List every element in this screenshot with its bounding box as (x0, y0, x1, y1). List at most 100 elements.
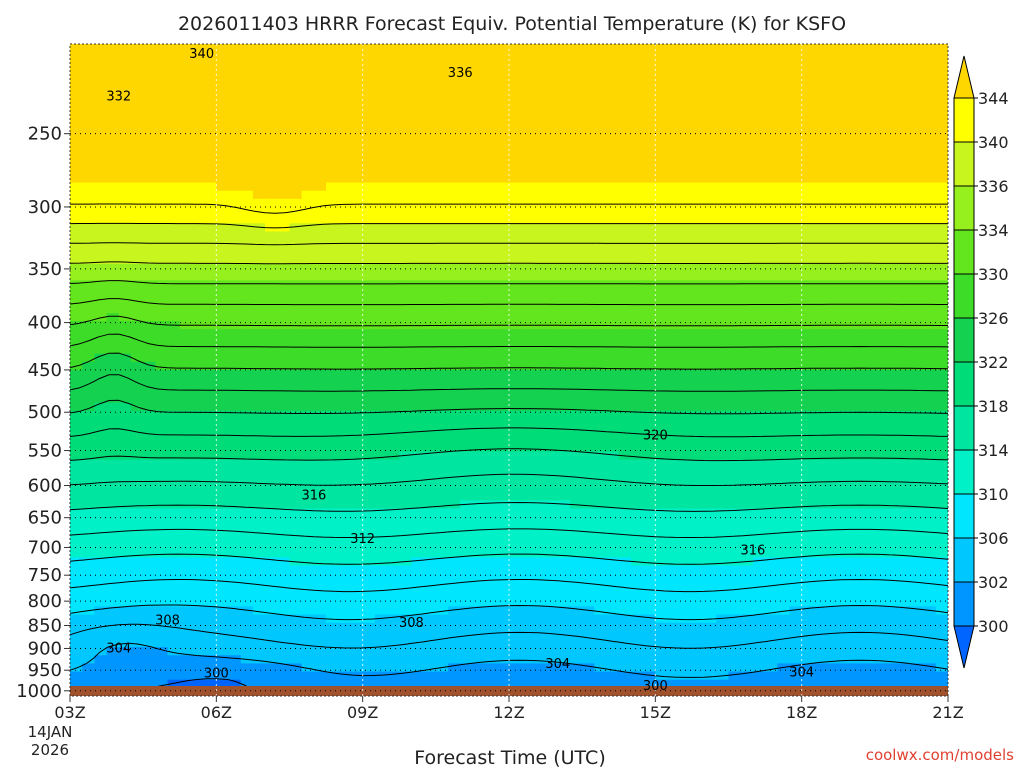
band-cell (545, 573, 559, 583)
band-cell (521, 149, 534, 159)
band-cell (252, 671, 266, 681)
band-cell (509, 443, 522, 453)
band-cell (167, 329, 181, 338)
band-cell (643, 573, 656, 583)
band-cell (191, 101, 205, 110)
band-cell (399, 133, 413, 143)
band-cell (106, 524, 120, 534)
band-cell (423, 158, 437, 167)
band-cell (801, 198, 815, 208)
band-cell (387, 68, 400, 78)
band-cell (826, 182, 839, 192)
band-cell (679, 443, 693, 453)
band-cell (460, 533, 474, 542)
band-cell (557, 52, 571, 61)
band-cell (521, 622, 534, 632)
band-cell (704, 84, 717, 94)
band-cell (533, 60, 547, 70)
band-cell (130, 581, 144, 591)
band-cell (521, 304, 534, 314)
band-cell (667, 557, 681, 567)
band-cell (765, 44, 778, 53)
band-cell (618, 459, 632, 469)
band-cell (557, 117, 571, 127)
band-cell (252, 182, 266, 192)
band-cell (399, 671, 413, 681)
band-cell (496, 92, 510, 102)
band-cell (423, 598, 437, 607)
band-cell (655, 345, 669, 355)
band-cell (216, 312, 230, 322)
band-cell (70, 321, 83, 330)
band-cell (630, 500, 644, 510)
band-cell (106, 475, 120, 485)
band-cell (313, 565, 327, 575)
band-cell (740, 459, 754, 469)
band-cell (716, 76, 730, 86)
band-cell (460, 141, 474, 151)
band-cell (728, 492, 742, 501)
band-cell (350, 52, 364, 61)
band-cell (387, 378, 400, 387)
band-cell (545, 280, 559, 290)
band-cell (387, 272, 400, 281)
band-cell (521, 410, 534, 420)
band-cell (765, 590, 778, 599)
band-cell (143, 215, 156, 224)
band-cell (155, 223, 169, 233)
band-cell (496, 296, 510, 306)
band-cell (338, 60, 352, 70)
band-cell (521, 207, 534, 216)
band-cell (374, 239, 388, 249)
band-cell (289, 149, 303, 159)
band-cell (228, 516, 242, 526)
band-cell (691, 101, 705, 110)
band-cell (277, 484, 291, 493)
band-cell (569, 647, 583, 656)
band-cell (277, 679, 291, 689)
band-cell (594, 272, 608, 281)
band-cell (435, 614, 449, 624)
band-cell (252, 516, 266, 526)
band-cell (704, 427, 717, 436)
band-cell (448, 272, 461, 281)
band-cell (387, 52, 400, 61)
band-cell (289, 361, 303, 371)
band-cell (655, 207, 669, 216)
band-cell (740, 149, 754, 159)
band-cell (289, 671, 303, 681)
band-cell (277, 475, 291, 485)
band-cell (313, 125, 327, 135)
band-cell (387, 557, 400, 567)
band-cell (228, 198, 242, 208)
band-cell (411, 125, 425, 135)
band-cell (387, 353, 400, 363)
band-cell (374, 663, 388, 673)
band-cell (338, 329, 352, 338)
band-cell (94, 418, 108, 428)
band-cell (582, 679, 595, 689)
band-cell (301, 174, 315, 184)
band-cell (618, 427, 632, 436)
band-cell (374, 60, 388, 70)
band-cell (362, 44, 376, 53)
band-cell (228, 655, 242, 664)
band-cell (752, 492, 766, 501)
band-cell (277, 215, 291, 224)
band-cell (679, 101, 693, 110)
band-cell (435, 264, 449, 273)
band-cell (399, 361, 413, 371)
band-cell (569, 638, 583, 648)
band-cell (691, 76, 705, 86)
band-cell (326, 467, 339, 477)
band-cell (618, 215, 632, 224)
band-cell (582, 549, 595, 559)
band-cell (277, 133, 291, 143)
band-cell (118, 630, 132, 640)
band-cell (94, 321, 108, 330)
band-cell (338, 166, 352, 175)
band-cell (289, 109, 303, 118)
band-cell (289, 280, 303, 290)
band-cell (765, 223, 778, 233)
band-cell (655, 125, 669, 135)
